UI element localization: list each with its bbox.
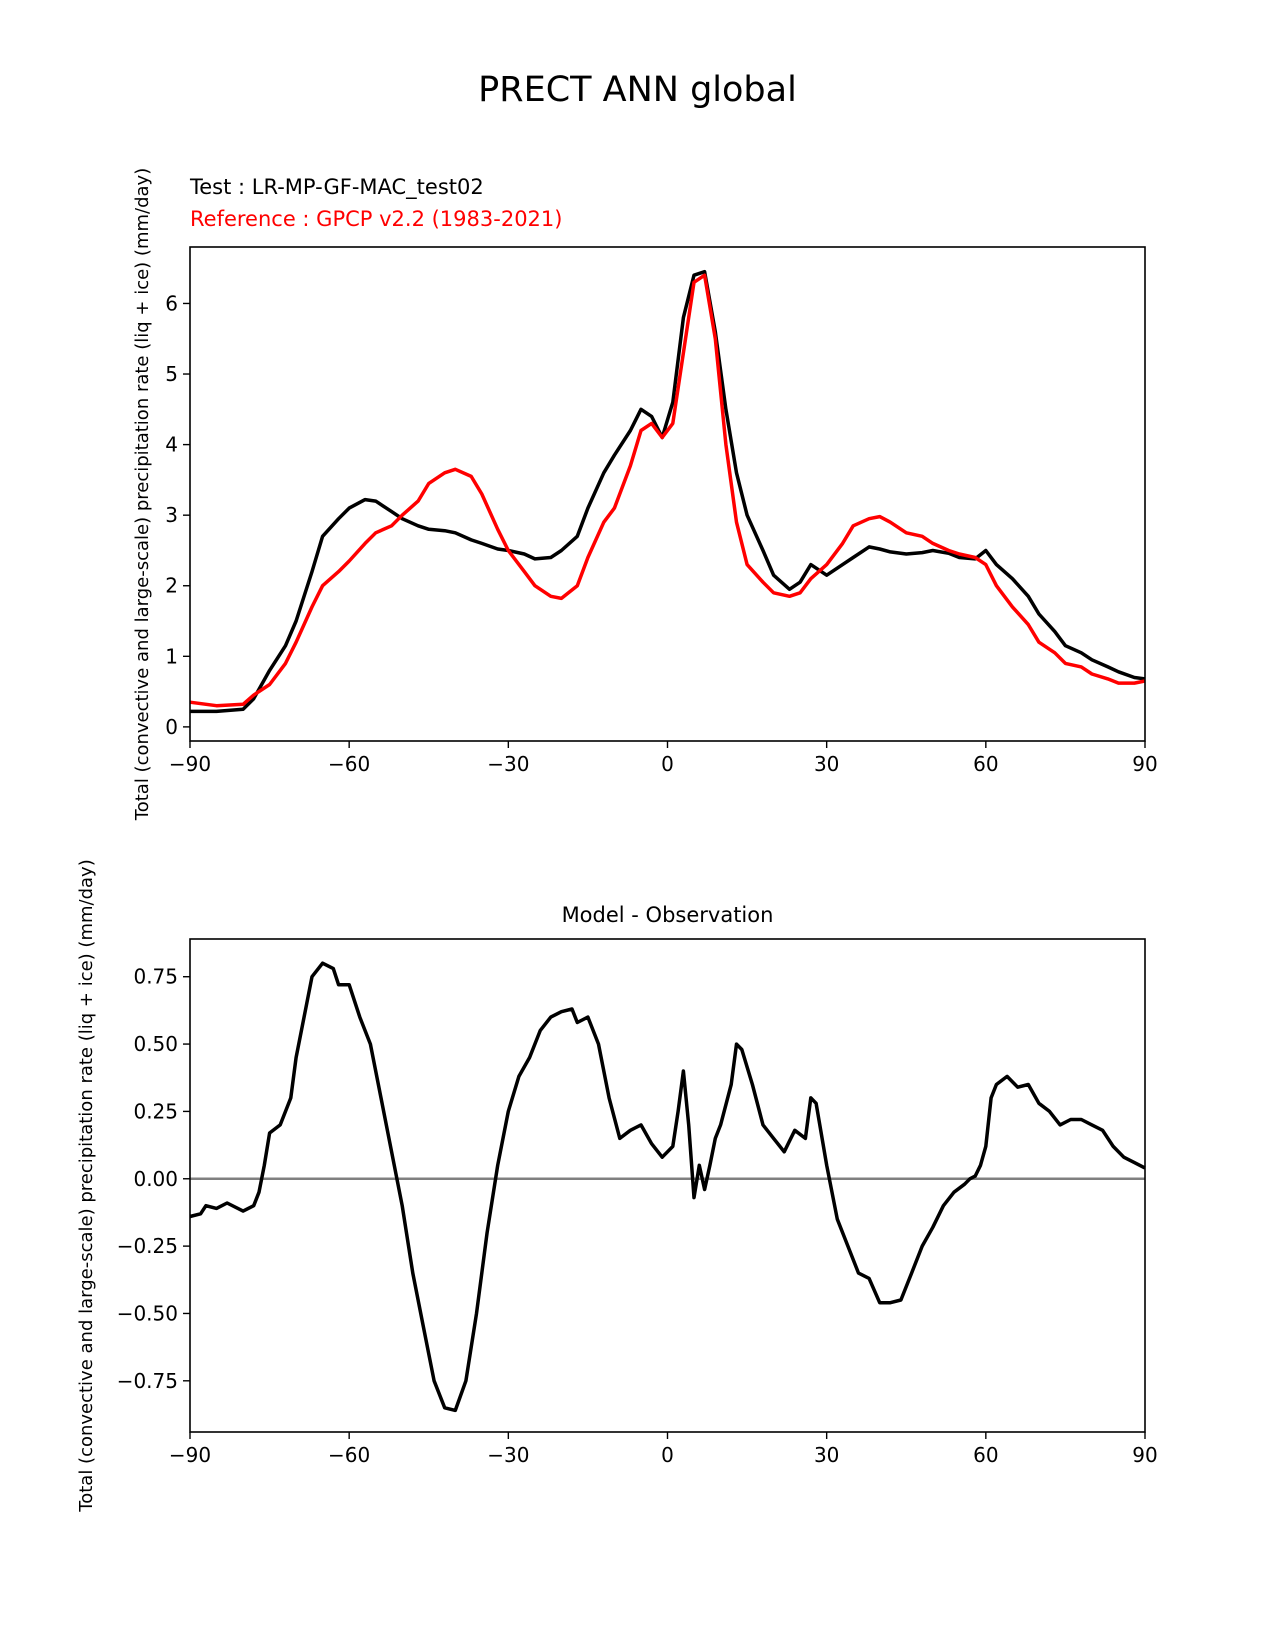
x-tick-label: 60 <box>973 1443 998 1467</box>
y-tick-label: 5 <box>165 362 178 386</box>
x-tick-label: 30 <box>814 752 839 776</box>
y-tick-label: 0.50 <box>133 1032 178 1056</box>
x-tick-label: −60 <box>328 752 370 776</box>
y-tick-label: 0 <box>165 715 178 739</box>
y-tick-label: 2 <box>165 574 178 598</box>
x-tick-label: 30 <box>814 1443 839 1467</box>
lower-chart-title: Model - Observation <box>561 903 774 927</box>
plot-frame <box>189 938 1146 1433</box>
x-tick-label: −30 <box>487 1443 529 1467</box>
y-tick-label: 0.00 <box>133 1167 178 1191</box>
y-tick-label: −0.25 <box>117 1234 178 1258</box>
y-axis-label: Total (convective and large-scale) preci… <box>132 168 153 821</box>
y-tick-label: 0.25 <box>133 1099 178 1123</box>
y-tick-label: 1 <box>165 644 178 668</box>
x-tick-label: −90 <box>169 752 211 776</box>
y-tick-label: −0.50 <box>117 1301 178 1325</box>
x-tick-label: 90 <box>1132 1443 1157 1467</box>
y-tick-label: 3 <box>165 503 178 527</box>
y-tick-label: 6 <box>165 291 178 315</box>
y-tick-label: 0.75 <box>133 965 178 989</box>
y-tick-label: −0.75 <box>117 1369 178 1393</box>
x-tick-label: 0 <box>661 752 674 776</box>
upper-chart: −90 −60 −30 0 30 60 90 0 1 2 3 4 5 6 Total (convective… <box>132 168 1158 821</box>
test-label: Test : LR-MP-GF-MAC_test02 <box>190 175 484 199</box>
x-tick-label: −90 <box>169 1443 211 1467</box>
x-tick-label: −30 <box>487 752 529 776</box>
lower-chart: −90 −60 −30 0 30 60 90 0.75 0.50 0.25 0.00 −0.25 −0.… <box>76 859 1158 1512</box>
series-line-reference <box>189 273 1146 708</box>
y-tick-label: 4 <box>165 433 178 457</box>
figure-title: PRECT ANN global <box>478 70 797 110</box>
x-tick-label: −60 <box>328 1443 370 1467</box>
series-line-diff <box>189 961 1146 1413</box>
x-tick-label: 60 <box>973 752 998 776</box>
series-line-test <box>190 269 1146 714</box>
x-tick-label: 0 <box>661 1443 674 1467</box>
reference-label: Reference : GPCP v2.2 (1983-2021) <box>190 207 563 231</box>
plot-frame <box>189 246 1146 742</box>
x-tick-label: 90 <box>1132 752 1157 776</box>
y-axis-label: Total (convective and large-scale) preci… <box>76 859 97 1512</box>
